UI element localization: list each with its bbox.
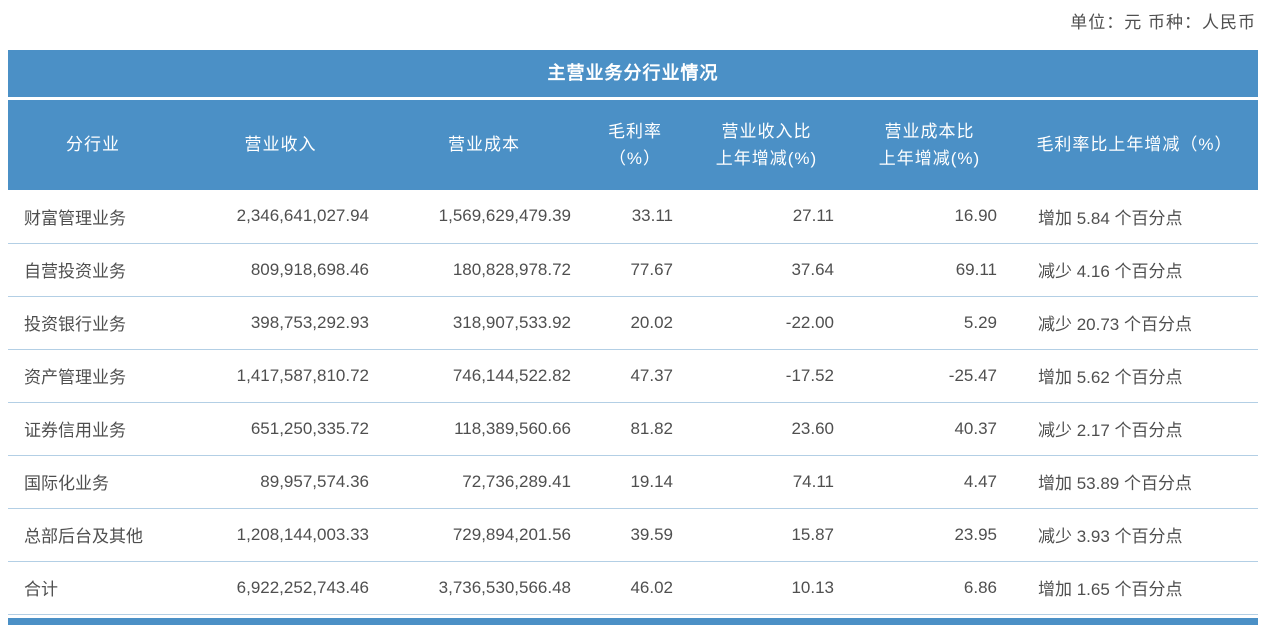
cell-cost-yoy-change: 5.29 <box>963 312 997 332</box>
cell-revenue: 89,957,574.36 <box>260 471 369 491</box>
cell-industry: 财富管理业务 <box>24 208 126 228</box>
cell-cost-yoy-change: 16.90 <box>954 206 997 226</box>
cell-cost: 180,828,978.72 <box>452 259 571 279</box>
table-row: 国际化业务 89,957,574.36 72,736,289.41 19.14 74.1… <box>8 455 1258 508</box>
column-header-cost: 营业成本 <box>448 135 520 155</box>
column-header-revenue-yoy-change: 营业收入比 上年增减(%) <box>715 121 818 168</box>
column-header-industry: 分行业 <box>66 135 120 155</box>
table-row: 总部后台及其他 1,208,144,003.33 729,894,201.56 39.… <box>8 508 1258 561</box>
cell-gross-margin: 20.02 <box>630 312 673 332</box>
cell-revenue-yoy-change: 23.60 <box>791 418 834 438</box>
industry-table-section: 主营业务分行业情况 分行业 营业收入 营业成本 毛利率 （%） 营业收入比 上年增减(%… <box>8 50 1258 615</box>
table-row: 财富管理业务 2,346,641,027.94 1,569,629,479.39 33… <box>8 190 1258 243</box>
cell-cost: 3,736,530,566.48 <box>438 577 571 597</box>
cell-cost-yoy-change: 23.95 <box>954 524 997 544</box>
cell-gross-margin-yoy-change: 增加 53.89 个百分点 <box>1038 474 1192 493</box>
cell-gross-margin: 81.82 <box>630 418 673 438</box>
cell-cost-yoy-change: 4.47 <box>963 471 997 491</box>
cell-gross-margin: 46.02 <box>630 577 673 597</box>
table-row: 资产管理业务 1,417,587,810.72 746,144,522.82 47.3… <box>8 349 1258 402</box>
cell-gross-margin: 39.59 <box>630 524 673 544</box>
cell-gross-margin-yoy-change: 增加 1.65 个百分点 <box>1038 580 1183 599</box>
cell-gross-margin-yoy-change: 减少 2.17 个百分点 <box>1038 421 1183 440</box>
cell-gross-margin: 33.11 <box>631 206 673 226</box>
cell-industry: 资产管理业务 <box>24 368 126 387</box>
table-row: 证券信用业务 651,250,335.72 118,389,560.66 81.82 2… <box>8 402 1258 455</box>
cell-gross-margin: 19.14 <box>630 471 673 491</box>
table-row: 合计 6,922,252,743.46 3,736,530,566.48 46.02 1… <box>8 561 1258 614</box>
cell-revenue: 2,346,641,027.94 <box>236 206 369 226</box>
cell-revenue-yoy-change: 15.87 <box>791 524 834 544</box>
cell-revenue: 809,918,698.46 <box>250 259 369 279</box>
cell-industry: 国际化业务 <box>24 474 109 493</box>
cell-revenue-yoy-change: -22.00 <box>785 312 834 332</box>
cell-revenue-yoy-change: -17.52 <box>785 365 834 385</box>
cell-industry: 合计 <box>24 580 58 599</box>
unit-currency-note: 单位：元 币种：人民币 <box>1070 13 1256 32</box>
cell-gross-margin: 77.67 <box>630 259 673 279</box>
cell-revenue-yoy-change: 74.11 <box>792 471 834 491</box>
column-header-cost-yoy-change: 营业成本比 上年增减(%) <box>878 121 981 168</box>
cell-revenue: 6,922,252,743.46 <box>236 577 369 597</box>
cell-gross-margin-yoy-change: 减少 4.16 个百分点 <box>1038 262 1183 281</box>
cell-cost-yoy-change: -25.47 <box>948 365 997 385</box>
cell-revenue: 398,753,292.93 <box>250 312 369 332</box>
cell-cost: 318,907,533.92 <box>452 312 571 332</box>
table-title: 主营业务分行业情况 <box>8 50 1258 97</box>
cell-revenue-yoy-change: 27.11 <box>792 206 834 226</box>
cell-revenue: 1,417,587,810.72 <box>236 365 369 385</box>
next-table-header-edge <box>8 618 1258 625</box>
cell-gross-margin-yoy-change: 增加 5.62 个百分点 <box>1038 368 1183 387</box>
industry-breakdown-table: 分行业 营业收入 营业成本 毛利率 （%） 营业收入比 上年增减(%) 营业成本比 上年增… <box>8 100 1258 615</box>
cell-revenue-yoy-change: 37.64 <box>791 259 834 279</box>
cell-revenue: 1,208,144,003.33 <box>236 524 369 544</box>
cell-cost: 729,894,201.56 <box>452 524 571 544</box>
table-row: 自营投资业务 809,918,698.46 180,828,978.72 77.67 3… <box>8 243 1258 296</box>
table-body: 财富管理业务 2,346,641,027.94 1,569,629,479.39 33… <box>8 190 1258 614</box>
table-header: 分行业 营业收入 营业成本 毛利率 （%） 营业收入比 上年增减(%) 营业成本比 上年增… <box>8 100 1258 190</box>
cell-cost-yoy-change: 6.86 <box>963 577 997 597</box>
table-row: 投资银行业务 398,753,292.93 318,907,533.92 20.02 -… <box>8 296 1258 349</box>
cell-cost-yoy-change: 69.11 <box>955 259 997 279</box>
cell-industry: 证券信用业务 <box>24 421 126 440</box>
cell-gross-margin: 47.37 <box>630 365 673 385</box>
cell-cost: 118,389,560.66 <box>454 418 571 438</box>
cell-gross-margin-yoy-change: 增加 5.84 个百分点 <box>1038 208 1183 228</box>
column-header-revenue: 营业收入 <box>244 135 317 155</box>
cell-revenue-yoy-change: 10.13 <box>791 577 834 597</box>
cell-cost: 1,569,629,479.39 <box>438 206 571 226</box>
cell-gross-margin-yoy-change: 减少 3.93 个百分点 <box>1038 527 1183 546</box>
cell-industry: 投资银行业务 <box>24 315 126 334</box>
header-row: 分行业 营业收入 营业成本 毛利率 （%） 营业收入比 上年增减(%) 营业成本比 上年增… <box>8 100 1258 190</box>
cell-industry: 总部后台及其他 <box>24 527 143 546</box>
cell-industry: 自营投资业务 <box>24 262 126 281</box>
column-header-gross-margin-yoy-change: 毛利率比上年增减（%） <box>1036 135 1233 155</box>
cell-gross-margin-yoy-change: 减少 20.73 个百分点 <box>1038 315 1192 334</box>
cell-cost: 746,144,522.82 <box>452 365 571 385</box>
cell-cost: 72,736,289.41 <box>462 471 571 491</box>
cell-cost-yoy-change: 40.37 <box>954 418 997 438</box>
column-header-gross-margin: 毛利率 （%） <box>608 121 662 168</box>
cell-revenue: 651,250,335.72 <box>250 418 369 438</box>
